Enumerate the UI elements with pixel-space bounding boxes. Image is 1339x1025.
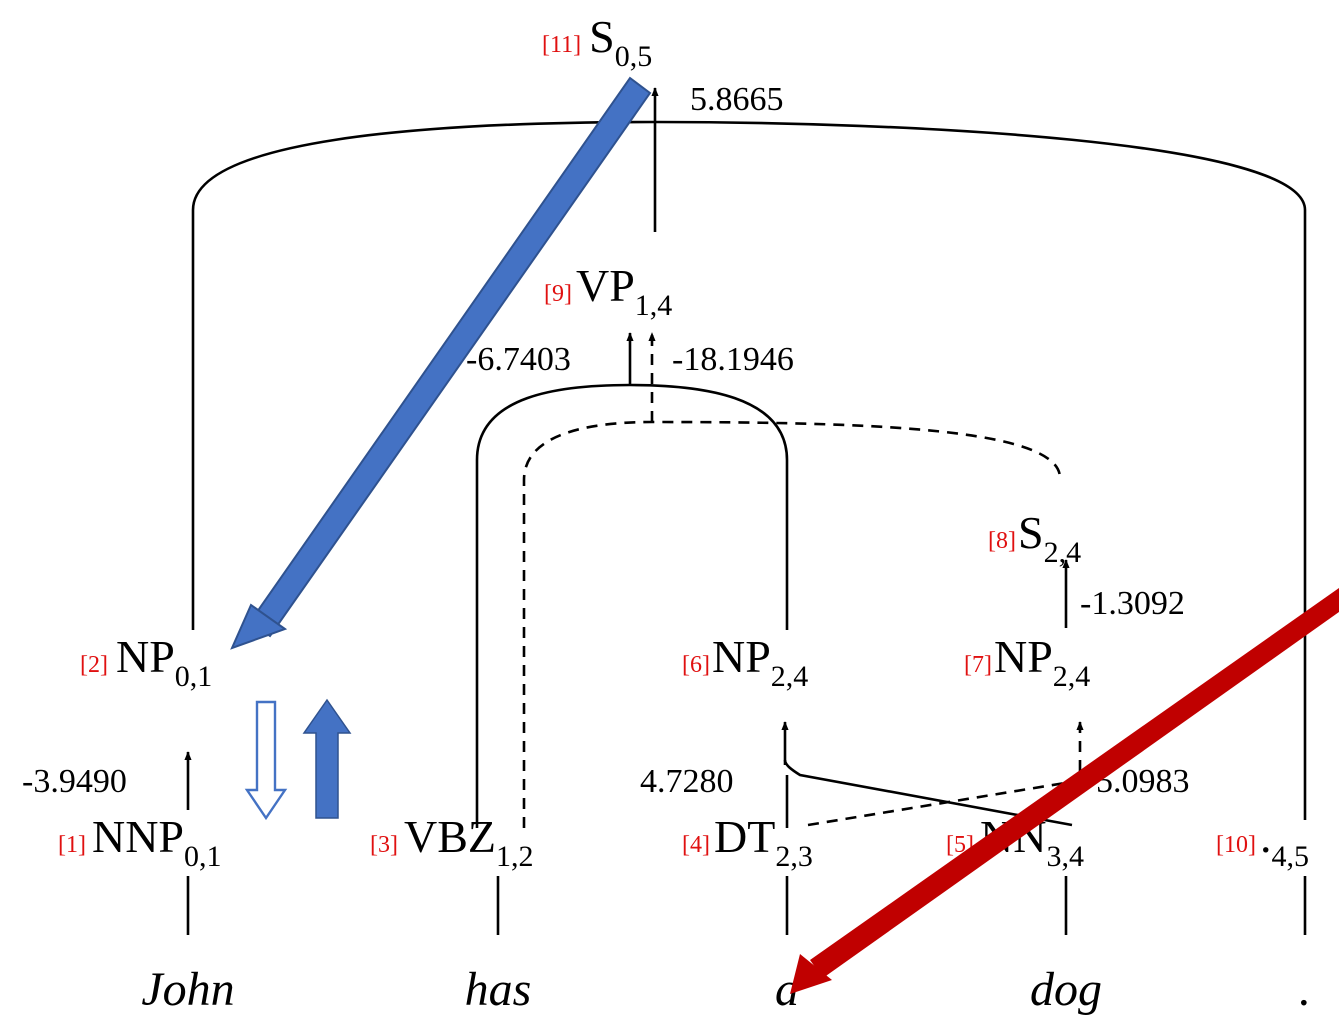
score-vp-solid: -6.7403 bbox=[466, 341, 571, 378]
edge-s05-hyperedge bbox=[191, 87, 1307, 820]
node-s05: [11] S0,5 bbox=[542, 11, 652, 73]
node-span: 2,3 bbox=[775, 840, 813, 873]
node-category: S bbox=[589, 11, 615, 62]
node-dt23: [4]DT2,3 bbox=[682, 811, 813, 873]
score-vp-dashed: -18.1946 bbox=[672, 341, 794, 378]
node-span: 4,5 bbox=[1271, 840, 1309, 873]
node-span: 2,4 bbox=[1053, 660, 1091, 693]
word-links bbox=[186, 876, 1307, 935]
hollow-down-arrow-icon bbox=[244, 700, 288, 821]
node-index: [10] bbox=[1216, 832, 1256, 858]
node-np01: [2] NP0,1 bbox=[80, 631, 212, 693]
score-np01: -3.9490 bbox=[22, 763, 127, 800]
word-john: John bbox=[141, 963, 234, 1016]
node-nnp01: [1] NNP0,1 bbox=[58, 811, 222, 873]
word-dog: dog bbox=[1030, 963, 1102, 1016]
red-diagonal-arrow bbox=[790, 588, 1339, 994]
node-span: 3,4 bbox=[1046, 840, 1084, 873]
blue-diagonal-arrow bbox=[230, 76, 652, 650]
node-category: NNP bbox=[92, 811, 184, 862]
filled-up-arrow-icon bbox=[302, 698, 352, 819]
node-span: 2,4 bbox=[771, 660, 809, 693]
node-category: VBZ bbox=[404, 811, 496, 862]
node-category: NP bbox=[116, 631, 175, 682]
word-has: has bbox=[465, 963, 532, 1016]
node-index: [11] bbox=[542, 32, 581, 58]
node-vbz12: [3] VBZ1,2 bbox=[370, 811, 533, 873]
node-index: [1] bbox=[58, 832, 86, 858]
score-np24a: 4.7280 bbox=[640, 763, 734, 800]
node-np24a: [6]NP2,4 bbox=[682, 631, 808, 693]
score-s24: -1.3092 bbox=[1080, 585, 1185, 622]
node-span: 2,4 bbox=[1044, 536, 1082, 569]
node-category: NP bbox=[994, 631, 1053, 682]
node-s24: [8]S2,4 bbox=[988, 507, 1081, 569]
node-span: 0,1 bbox=[184, 840, 222, 873]
node-category: VP bbox=[576, 260, 635, 311]
edge-vp14-dashed bbox=[522, 332, 1062, 828]
node-span: 1,4 bbox=[635, 289, 673, 322]
node-index: [8] bbox=[988, 528, 1016, 554]
node-pun45: [10].4,5 bbox=[1216, 811, 1309, 873]
node-index: [4] bbox=[682, 832, 710, 858]
node-category: S bbox=[1018, 507, 1044, 558]
node-index: [6] bbox=[682, 652, 710, 678]
node-vp14: [9]VP1,4 bbox=[544, 260, 672, 322]
node-index: [9] bbox=[544, 281, 572, 307]
node-category: . bbox=[1260, 811, 1272, 862]
node-index: [2] bbox=[80, 652, 108, 678]
node-index: [3] bbox=[370, 832, 398, 858]
word-period: . bbox=[1299, 963, 1311, 1016]
node-span: 0,1 bbox=[175, 660, 213, 693]
node-index: [7] bbox=[964, 652, 992, 678]
edge-vp14-solid bbox=[475, 332, 789, 828]
node-span: 1,2 bbox=[496, 840, 534, 873]
node-np24b: [7]NP2,4 bbox=[964, 631, 1090, 693]
node-category: NP bbox=[712, 631, 771, 682]
score-s05: 5.8665 bbox=[690, 81, 784, 118]
node-category: DT bbox=[714, 811, 775, 862]
node-span: 0,5 bbox=[615, 40, 653, 73]
edge-np24a bbox=[781, 721, 1073, 828]
